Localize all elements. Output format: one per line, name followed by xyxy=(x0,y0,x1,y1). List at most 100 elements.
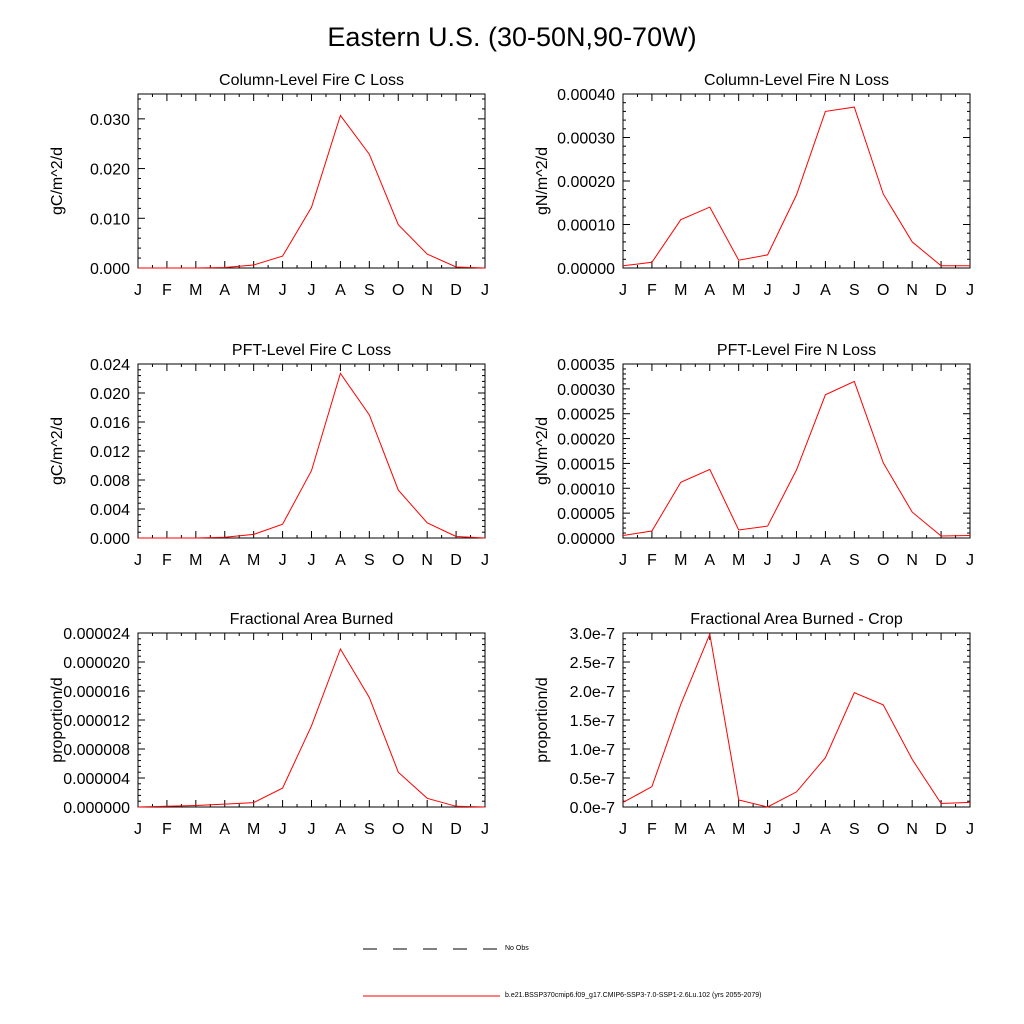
panel-6-xtick-label: M xyxy=(732,821,745,838)
panel-4-ytick-label: 0.00035 xyxy=(557,357,615,374)
panel-2-xtick-label: M xyxy=(732,282,745,299)
panel-3-ytick-label: 0.012 xyxy=(90,444,130,461)
panel-3-xtick-label: J xyxy=(279,552,287,569)
panel-6-xtick-label: J xyxy=(793,821,801,838)
panel-6-ytick-label: 0.5e-7 xyxy=(570,771,615,788)
panel-2-ytick-label: 0.00000 xyxy=(557,261,615,278)
panel-5-ytick-label: 0.000024 xyxy=(63,626,130,643)
panel-1-ytick-label: 0.020 xyxy=(90,162,130,179)
panel-5-frame xyxy=(137,632,486,808)
panel-2-xtick-label: J xyxy=(793,282,801,299)
panel-3-xtick-label: F xyxy=(162,552,172,569)
panel-5-xtick-label: J xyxy=(308,821,316,838)
panel-6-ylabel: proportion/d xyxy=(534,677,551,762)
panel-3-ytick-label: 0.024 xyxy=(90,357,130,374)
panel-2-ytick-label: 0.00020 xyxy=(557,174,615,191)
panel-2-xtick-label: A xyxy=(820,282,831,299)
panel-4-series-line xyxy=(622,380,971,537)
panel-6-xtick-label: F xyxy=(647,821,657,838)
panel-5-ytick-label: 0.000000 xyxy=(63,800,130,817)
panel-5-xtick-label: J xyxy=(134,821,142,838)
panel-4-ytick-label: 0.00000 xyxy=(557,531,615,548)
panel-1-xtick-label: S xyxy=(364,282,375,299)
panel-4-ytick-label: 0.00025 xyxy=(557,407,615,424)
panel-4-xtick-label: A xyxy=(704,552,715,569)
panel-1-xtick-label: J xyxy=(481,282,489,299)
panel-5-xtick-label: A xyxy=(219,821,230,838)
panel-2-xtick-label: D xyxy=(935,282,947,299)
panel-4-xtick-label: F xyxy=(647,552,657,569)
panel-5-xtick-label: J xyxy=(481,821,489,838)
panel-4-xtick-label: M xyxy=(674,552,687,569)
panel-2-xtick-label: F xyxy=(647,282,657,299)
panel-1-xtick-label: D xyxy=(450,282,462,299)
panel-1-xtick-label: F xyxy=(162,282,172,299)
panel-3-xtick-label: D xyxy=(450,552,462,569)
panel-5-xtick-label: A xyxy=(335,821,346,838)
panel-5-ytick-label: 0.000008 xyxy=(63,742,130,759)
panel-2-xtick-label: M xyxy=(674,282,687,299)
panel-2-ytick-label: 0.00030 xyxy=(557,131,615,148)
panel-6-ytick-label: 1.5e-7 xyxy=(570,713,615,730)
panel-3-ytick-label: 0.004 xyxy=(90,502,130,519)
panel-3-xtick-label: A xyxy=(219,552,230,569)
panel-2-xtick-label: A xyxy=(704,282,715,299)
panel-3-xtick-label: J xyxy=(134,552,142,569)
panel-3-ylabel: gC/m^2/d xyxy=(49,417,66,485)
panel-2-xtick-label: J xyxy=(966,282,974,299)
legend-obs-label: No Obs xyxy=(505,945,529,952)
panel-4-ytick-label: 0.00010 xyxy=(557,481,615,498)
panel-6-ytick-label: 3.0e-7 xyxy=(570,626,615,643)
panel-2-series-line xyxy=(622,106,970,267)
panel-6-ytick-label: 1.0e-7 xyxy=(570,742,615,759)
panel-2-title: Column-Level Fire N Loss xyxy=(704,72,889,89)
panel-6-xtick-label: D xyxy=(935,821,947,838)
panel-2-xtick-label: S xyxy=(849,282,860,299)
panel-5-ytick-label: 0.000004 xyxy=(63,771,130,788)
panel-3-xtick-label: J xyxy=(481,552,489,569)
panel-2-ytick-label: 0.00010 xyxy=(557,218,615,235)
panel-2-xtick-label: N xyxy=(906,282,918,299)
panel-4-xtick-label: J xyxy=(619,552,627,569)
panel-3-title: PFT-Level Fire C Loss xyxy=(232,342,391,359)
panel-5-xtick-label: F xyxy=(162,821,172,838)
panel-2-xtick-label: J xyxy=(764,282,772,299)
panel-6-ytick-label: 2.5e-7 xyxy=(570,655,615,672)
panel-2-xtick-label: J xyxy=(619,282,627,299)
panel-6-xtick-label: J xyxy=(966,821,974,838)
panel-5-xtick-label: J xyxy=(279,821,287,838)
panel-5-series-line xyxy=(137,647,486,808)
panel-3-series-line xyxy=(138,372,486,539)
panel-1-ytick-label: 0.030 xyxy=(90,112,130,129)
panel-1-xtick-label: J xyxy=(308,282,316,299)
panel-6-xtick-label: N xyxy=(906,821,918,838)
panel-4-xtick-label: M xyxy=(732,552,745,569)
panel-4-xtick-label: O xyxy=(877,552,889,569)
panel-5-ytick-label: 0.000020 xyxy=(63,655,130,672)
panel-4-xtick-label: J xyxy=(793,552,801,569)
panel-5-ytick-label: 0.000016 xyxy=(63,684,130,701)
panel-1-ytick-label: 0.010 xyxy=(90,211,130,228)
panel-3-ytick-label: 0.016 xyxy=(90,415,130,432)
panel-5-xtick-label: S xyxy=(364,821,375,838)
panel-3-ytick-label: 0.008 xyxy=(90,473,130,490)
panel-2-frame xyxy=(622,93,971,269)
panel-4-xtick-label: A xyxy=(820,552,831,569)
panel-4-ytick-label: 0.00005 xyxy=(557,506,615,523)
panel-5-xtick-label: M xyxy=(247,821,260,838)
panel-4-ytick-label: 0.00015 xyxy=(557,456,615,473)
panel-4-frame xyxy=(622,363,971,539)
legend-model-label: b.e21.BSSP370cmip6.f09_g17.CMIP6-SSP3-7.… xyxy=(505,992,762,999)
panel-3-frame xyxy=(137,363,486,539)
panel-4-xtick-label: J xyxy=(966,552,974,569)
panel-6-ytick-label: 0.0e-7 xyxy=(570,800,615,817)
panel-4-title: PFT-Level Fire N Loss xyxy=(717,342,876,359)
panel-5-xtick-label: D xyxy=(450,821,462,838)
panel-1-xtick-label: J xyxy=(134,282,142,299)
panel-4-ytick-label: 0.00020 xyxy=(557,432,615,449)
panel-5-title: Fractional Area Burned xyxy=(230,611,394,628)
panel-3-ytick-label: 0.020 xyxy=(90,386,130,403)
panel-3-xtick-label: S xyxy=(364,552,375,569)
panel-4-xtick-label: N xyxy=(906,552,918,569)
panel-6-ytick-label: 2.0e-7 xyxy=(570,684,615,701)
